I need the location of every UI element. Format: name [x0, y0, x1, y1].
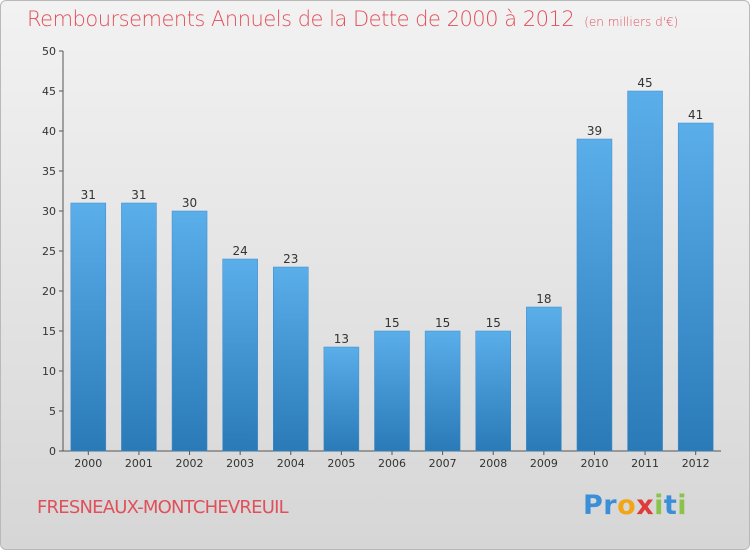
value-label-2007: 15: [435, 316, 450, 330]
value-label-2012: 41: [688, 108, 703, 122]
logo-letter: r: [603, 490, 618, 521]
logo-letter: o: [617, 490, 637, 521]
value-label-2003: 24: [233, 244, 248, 258]
y-tick-label: 35: [42, 165, 56, 178]
logo-letter: P: [583, 490, 604, 521]
bar-2012: [677, 122, 714, 452]
x-tick-label-2004: 2004: [277, 457, 305, 470]
value-label-2011: 45: [637, 76, 652, 90]
y-tick-label: 40: [42, 125, 56, 138]
bar-2011: [627, 90, 663, 452]
bar-2009: [526, 306, 562, 452]
y-tick-label: 20: [42, 285, 56, 298]
y-tick-label: 45: [42, 85, 56, 98]
y-axis: 0 5 10 15 20 25 30 35 40 45 50: [42, 45, 64, 458]
value-label-2009: 18: [536, 292, 551, 306]
y-tick-label: 30: [42, 205, 56, 218]
value-label-2006: 15: [384, 316, 399, 330]
bar-2004: [273, 266, 309, 452]
commune-name: FRESNEAUX-MONTCHEVREUIL: [37, 497, 289, 518]
logo-letter: t: [663, 490, 678, 521]
x-axis: 2000 2001 2002 2003 2004 2005 2006 2007 2008 2009…: [63, 450, 721, 470]
x-tick-label-2006: 2006: [378, 457, 406, 470]
chart-title: Remboursements Annuels de la Dette de 20…: [27, 7, 679, 31]
y-tick-label: 50: [42, 45, 56, 58]
value-label-2002: 30: [182, 196, 197, 210]
value-label-2005: 13: [334, 332, 349, 346]
y-tick-label: 0: [49, 445, 56, 458]
y-tick-label: 5: [49, 405, 56, 418]
data-labels: 31 31 30 24 23 13 15 15 15 18 39 45 41: [81, 76, 704, 346]
bar-2008: [475, 330, 511, 452]
bar-2003: [222, 258, 258, 452]
x-tick-label-2000: 2000: [74, 457, 102, 470]
x-tick-label-2012: 2012: [682, 457, 710, 470]
bar-2010: [576, 138, 613, 452]
x-tick-label-2009: 2009: [530, 457, 558, 470]
logo-letter: i: [654, 490, 664, 521]
x-tick-label-2005: 2005: [327, 457, 355, 470]
x-tick-label-2001: 2001: [125, 457, 153, 470]
value-label-2004: 23: [283, 252, 298, 266]
proxiti-logo: Proxiti: [583, 490, 687, 521]
value-label-2000: 31: [81, 188, 96, 202]
x-tick-label-2002: 2002: [176, 457, 204, 470]
bars: [70, 90, 714, 452]
bar-2001: [121, 202, 157, 452]
bar-2002: [171, 210, 208, 452]
y-tick-label: 15: [42, 325, 56, 338]
bar-2000: [70, 202, 107, 452]
bar-2007: [424, 330, 461, 452]
x-tick-label-2011: 2011: [631, 457, 659, 470]
x-tick-label-2003: 2003: [226, 457, 254, 470]
logo-letter: x: [636, 490, 655, 521]
x-tick-label-2008: 2008: [479, 457, 507, 470]
x-tick-label-2007: 2007: [429, 457, 457, 470]
value-label-2010: 39: [587, 124, 602, 138]
y-tick-label: 25: [42, 245, 56, 258]
bar-2005: [323, 346, 360, 452]
logo-letter: i: [677, 490, 688, 521]
chart-subtitle: (en milliers d'€): [584, 15, 679, 29]
x-tick-label-2010: 2010: [580, 457, 608, 470]
value-label-2008: 15: [486, 316, 501, 330]
value-label-2001: 31: [131, 188, 146, 202]
y-tick-label: 10: [42, 365, 56, 378]
bar-2006: [374, 330, 410, 452]
